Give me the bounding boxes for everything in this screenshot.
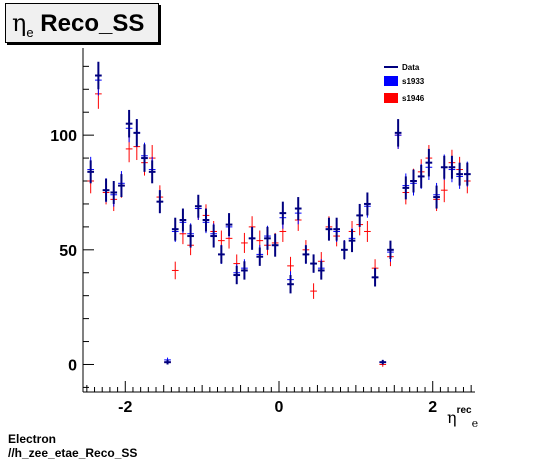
y-tick-label: 50 (59, 243, 77, 260)
title-subscript: e (26, 25, 34, 40)
x-axis-symbol: η (447, 408, 457, 427)
title-text: Reco_SS (40, 10, 145, 37)
footer-histogram-path: //h_zee_etae_Reco_SS (8, 446, 138, 460)
y-tick-label: 0 (68, 357, 77, 374)
x-tick-label: -2 (118, 399, 132, 416)
title-eta-symbol: η (12, 9, 27, 37)
legend-s1946-swatch (384, 93, 398, 103)
tick-labels: 0 50 100 -2 0 2 (50, 128, 437, 416)
x-tick-label: 2 (428, 399, 437, 416)
y-tick-label: 100 (50, 128, 77, 145)
x-axis-title: ηrece (447, 404, 479, 431)
footer-particle-label: Electron (8, 432, 57, 446)
legend-entry-label: Data (402, 63, 420, 72)
legend-s1933-swatch (384, 76, 398, 86)
x-tick-label: 0 (275, 399, 284, 416)
legend-entry-label: s1946 (402, 94, 425, 103)
histogram-title: ηe Reco_SS (5, 3, 159, 43)
x-axis-subscript: e (471, 417, 479, 431)
data-marks (87, 61, 471, 367)
legend-entry-label: s1933 (402, 77, 425, 86)
legend: Data s1933 s1946 (384, 63, 425, 103)
axis-ticks (83, 65, 472, 392)
x-axis-superscript: rec (456, 404, 472, 416)
